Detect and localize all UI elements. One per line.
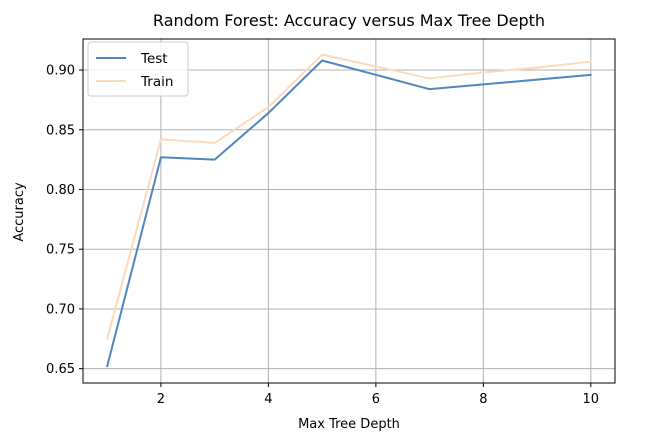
- series-line-test: [106, 59, 592, 368]
- y-tick-label: 0.70: [46, 302, 75, 317]
- y-tick-label: 0.90: [46, 64, 75, 79]
- legend-box: [87, 41, 189, 97]
- y-tick-label: 0.80: [46, 183, 75, 198]
- x-axis-label: Max Tree Depth: [298, 417, 400, 432]
- axis-ticks: 2 4 6 8 10 0.65 0.70 0.75 0.80 0.85 0.90: [46, 64, 599, 407]
- series-line-train: [106, 53, 592, 340]
- x-tick-label: 8: [479, 392, 487, 407]
- legend-label-test: Test: [140, 51, 168, 67]
- y-tick-label: 0.75: [46, 243, 75, 258]
- x-tick-label: 2: [157, 392, 165, 407]
- plot-frame: [82, 38, 616, 384]
- legend: Test Train: [87, 41, 189, 97]
- series-lines: [106, 53, 592, 368]
- x-tick-label: 6: [372, 392, 380, 407]
- y-tick-label: 0.65: [46, 362, 75, 377]
- legend-label-train: Train: [140, 74, 173, 90]
- x-tick-label: 4: [264, 392, 272, 407]
- chart-title: Random Forest: Accuracy versus Max Tree …: [153, 11, 545, 30]
- y-axis-label: Accuracy: [12, 182, 27, 242]
- y-tick-label: 0.85: [46, 123, 75, 138]
- x-tick-label: 10: [583, 392, 600, 407]
